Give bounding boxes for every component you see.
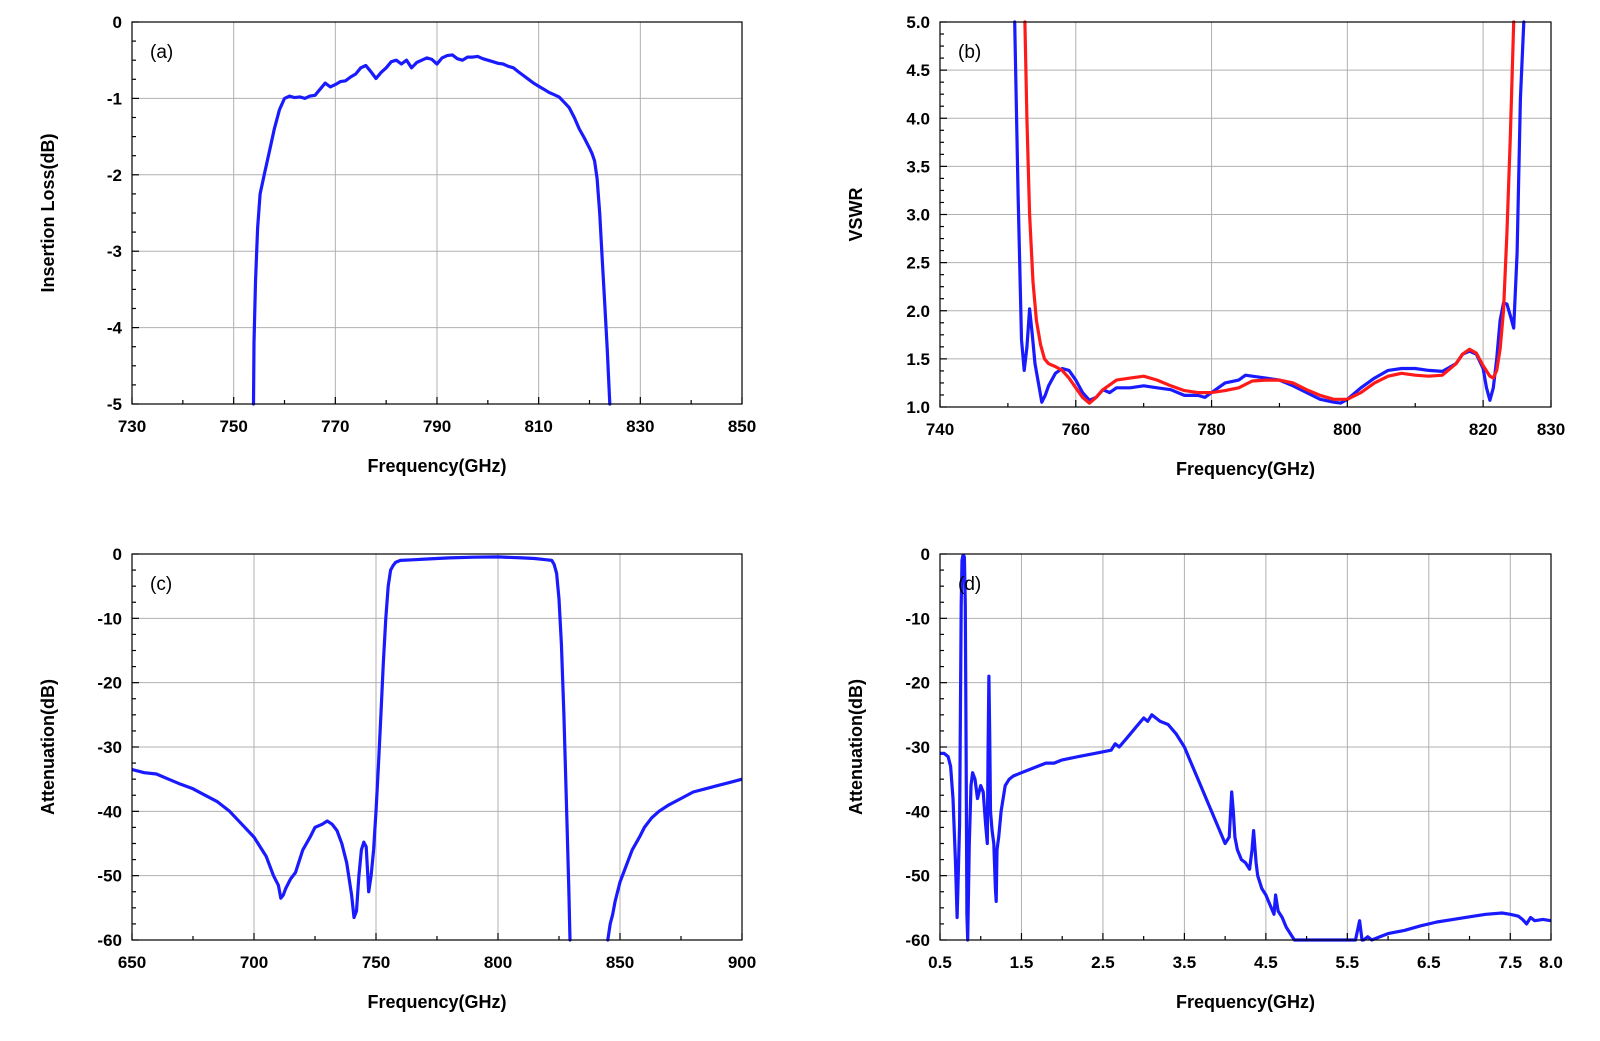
x-tick-label: 790 (423, 417, 451, 436)
x-tick-label: 2.5 (1091, 953, 1115, 972)
y-axis-title: VSWR (846, 187, 866, 241)
y-tick-label: 2.0 (906, 302, 930, 321)
x-tick-label: 820 (1469, 420, 1497, 439)
chart-panel-2: 650 700 750 800 850 900 0 -10 -20 -30 -40 -50 -60 Fre… (38, 545, 756, 1012)
x-tick-label: 750 (219, 417, 247, 436)
y-tick-label: -1 (107, 89, 122, 108)
x-axis-title: Frequency(GHz) (1176, 459, 1315, 479)
y-tick-label: -60 (905, 931, 930, 950)
y-tick-label: -10 (97, 609, 122, 628)
y-tick-label: 3.0 (906, 206, 930, 225)
y-tick-label: 2.5 (906, 254, 930, 273)
panel-label: (a) (150, 42, 173, 63)
y-tick-label: 1.0 (906, 398, 930, 417)
x-tick-label: 700 (240, 953, 268, 972)
x-tick-label: 850 (606, 953, 634, 972)
x-tick-label: 1.5 (1010, 953, 1034, 972)
y-axis-title: Attenuation(dB) (846, 679, 866, 815)
x-axis-title: Frequency(GHz) (367, 992, 506, 1012)
panel-label: (b) (958, 42, 981, 63)
x-tick-label: 800 (1333, 420, 1361, 439)
y-tick-label: -30 (905, 738, 930, 757)
x-tick-label: 780 (1197, 420, 1225, 439)
x-tick-label: 7.5 (1498, 953, 1522, 972)
y-tick-label: 4.0 (906, 109, 930, 128)
series-line-1 (1023, 20, 1516, 405)
series-line-1 (606, 777, 742, 942)
x-tick-label: 830 (626, 417, 654, 436)
series-line-0 (940, 553, 1551, 942)
y-tick-label: 4.5 (906, 61, 930, 80)
x-tick-label: 5.5 (1336, 953, 1360, 972)
y-tick-label: 0 (113, 13, 122, 32)
x-tick-label: 750 (362, 953, 390, 972)
x-tick-label: 740 (926, 420, 954, 439)
x-tick-label: 900 (728, 953, 756, 972)
y-tick-label: -40 (97, 802, 122, 821)
y-axis-title: Attenuation(dB) (38, 679, 58, 815)
x-tick-label: 760 (1062, 420, 1090, 439)
chart-panel-3: 0.5 1.5 2.5 3.5 4.5 5.5 6.5 7.5 8.0 0 -10 -20 -30 -40… (846, 545, 1563, 1012)
y-tick-label: -3 (107, 242, 122, 261)
series-line-0 (1013, 20, 1526, 405)
x-tick-label: 3.5 (1173, 953, 1197, 972)
x-tick-label: 650 (118, 953, 146, 972)
y-tick-label: -20 (905, 674, 930, 693)
panel-label: (d) (958, 574, 981, 595)
series-line-0 (251, 53, 612, 406)
y-tick-label: 1.5 (906, 350, 930, 369)
x-tick-label: 6.5 (1417, 953, 1441, 972)
x-tick-label: 800 (484, 953, 512, 972)
x-axis-title: Frequency(GHz) (1176, 992, 1315, 1012)
y-tick-label: -4 (107, 319, 123, 338)
y-tick-label: -2 (107, 166, 122, 185)
y-tick-label: 5.0 (906, 13, 930, 32)
x-tick-label: 810 (524, 417, 552, 436)
chart-panel-1: 740 760 780 800 820 830 1.0 1.5 2.0 2.5 3.0 3.5 4.0 4… (846, 13, 1565, 479)
chart-panel-0: 730 750 770 790 810 830 850 0 -1 -2 -3 -4 -5 Frequenc… (38, 13, 756, 476)
x-tick-label: 4.5 (1254, 953, 1278, 972)
y-tick-label: 3.5 (906, 157, 930, 176)
x-tick-label: 8.0 (1539, 953, 1563, 972)
y-tick-label: -40 (905, 802, 930, 821)
y-tick-label: -50 (97, 867, 122, 886)
x-axis-title: Frequency(GHz) (367, 456, 506, 476)
y-tick-label: -50 (905, 867, 930, 886)
y-tick-label: -20 (97, 674, 122, 693)
y-tick-label: 0 (113, 545, 122, 564)
x-tick-label: 770 (321, 417, 349, 436)
panel-label: (c) (150, 574, 172, 595)
y-tick-label: -60 (97, 931, 122, 950)
x-tick-label: 830 (1537, 420, 1565, 439)
y-axis-title: Insertion Loss(dB) (38, 133, 58, 292)
series-line-0 (132, 555, 572, 942)
x-tick-label: 850 (728, 417, 756, 436)
y-tick-label: -5 (107, 395, 122, 414)
x-tick-label: 0.5 (928, 953, 952, 972)
y-tick-label: 0 (921, 545, 930, 564)
y-tick-label: -10 (905, 609, 930, 628)
x-tick-label: 730 (118, 417, 146, 436)
y-tick-label: -30 (97, 738, 122, 757)
